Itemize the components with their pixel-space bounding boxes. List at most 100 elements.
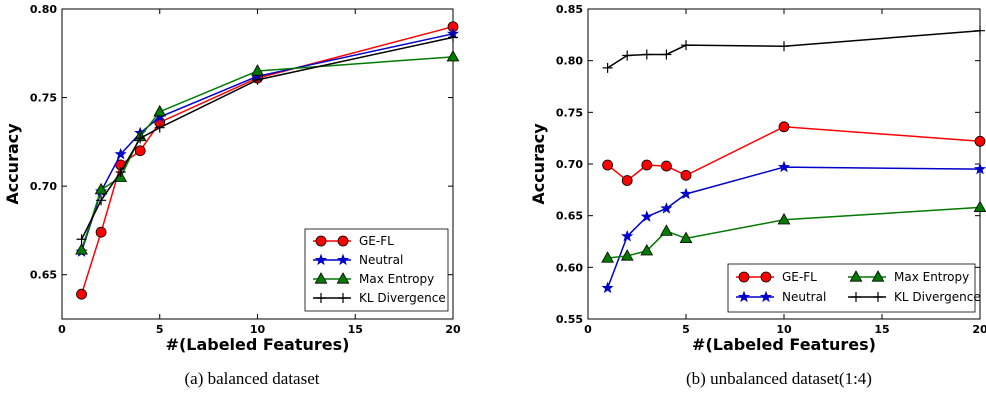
data-point-max-entropy: [660, 224, 673, 236]
x-tick-label: 0: [58, 323, 66, 336]
data-point-kl-divergence: [681, 40, 691, 51]
x-tick-label: 5: [156, 323, 164, 336]
series-kl-divergence: [602, 25, 985, 73]
data-point-kl-divergence: [96, 195, 107, 206]
series-line-kl-divergence: [607, 29, 981, 69]
legend-box: [727, 263, 976, 313]
data-point-neutral: [660, 202, 673, 214]
y-tick-label: 0.65: [556, 210, 583, 223]
data-point-ge-fl: [134, 145, 146, 157]
data-point-max-entropy: [75, 243, 88, 255]
y-tick-label: 0.80: [556, 55, 583, 68]
series-neutral: [75, 27, 460, 257]
y-tick-label: 0.70: [556, 158, 583, 171]
legend-marker: [760, 271, 772, 283]
data-point-kl-divergence: [975, 25, 985, 36]
data-point-neutral: [640, 210, 653, 222]
data-point-ge-fl: [778, 121, 790, 133]
legend-label: Neutral: [359, 253, 403, 267]
data-point-kl-divergence: [115, 166, 126, 177]
chart-unbalanced: 0 5 10 15 20 0.55 0.60 0.65 0.70 0.75 0.80 0.85 #(La…: [529, 3, 986, 388]
x-tick-label: 20: [445, 323, 461, 336]
caption: (a) balanced dataset: [185, 369, 320, 388]
x-tick-label: 5: [682, 323, 690, 336]
data-point-max-entropy: [94, 182, 108, 195]
data-point-neutral: [973, 162, 986, 175]
y-axis-label: Accuracy: [3, 123, 22, 205]
chart-balanced: 0 5 10 15 20 0.65 0.70 0.75 0.80 #(Labeled Featur…: [3, 3, 461, 388]
series-line-ge-fl: [607, 126, 981, 182]
data-point-max-entropy: [446, 50, 460, 62]
data-point-neutral: [621, 229, 634, 242]
legend-marker: [871, 270, 885, 282]
data-point-ge-fl: [76, 288, 87, 300]
x-tick-label: 15: [348, 323, 363, 336]
series-max-entropy: [75, 50, 460, 255]
legend-marker: [737, 290, 751, 303]
data-point-kl-divergence: [448, 32, 458, 43]
series-max-entropy: [601, 200, 986, 263]
data-point-max-entropy: [777, 212, 791, 225]
data-point-kl-divergence: [252, 74, 263, 85]
data-point-kl-divergence: [779, 41, 789, 52]
data-point-ge-fl: [621, 175, 633, 186]
legend-marker: [738, 271, 750, 283]
x-tick-label: 20: [972, 323, 986, 336]
x-tick-label: 15: [874, 323, 889, 336]
legend-marker: [759, 290, 773, 303]
data-point-kl-divergence: [76, 234, 87, 245]
data-point-kl-divergence: [135, 133, 146, 144]
legend-marker: [336, 272, 350, 284]
legend-marker: [337, 235, 349, 247]
legend-label: Max Entropy: [894, 270, 969, 284]
data-point-neutral: [777, 160, 791, 173]
data-point-kl-divergence: [622, 50, 633, 61]
data-point-max-entropy: [679, 231, 693, 244]
x-axis-label: #(Labeled Features): [692, 335, 876, 354]
data-point-kl-divergence: [154, 122, 165, 133]
data-point-max-entropy: [973, 200, 986, 213]
data-point-ge-fl: [95, 226, 107, 238]
data-point-ge-fl: [680, 169, 692, 181]
y-tick-label: 0.75: [556, 106, 583, 119]
data-point-kl-divergence: [661, 49, 672, 60]
series-kl-divergence: [76, 32, 458, 245]
legend-marker: [851, 292, 861, 302]
legend-marker: [314, 253, 328, 266]
data-point-kl-divergence: [602, 62, 613, 73]
y-tick-label: 0.70: [30, 180, 57, 193]
legend-label: Max Entropy: [359, 272, 434, 286]
legend-label: KL Divergence: [359, 291, 446, 305]
y-tick-label: 0.65: [30, 269, 57, 282]
x-axis-label: #(Labeled Features): [166, 335, 350, 354]
y-tick-label: 0.55: [556, 313, 583, 326]
data-point-max-entropy: [601, 251, 614, 263]
series-neutral: [601, 160, 986, 294]
legend-marker: [314, 272, 328, 284]
legend-marker: [336, 253, 350, 266]
data-point-max-entropy: [153, 104, 167, 117]
data-point-neutral: [679, 187, 693, 200]
legend-marker: [338, 293, 348, 303]
legend: GE-FL Neutral Max Entropy KL Divergence: [304, 228, 449, 312]
x-tick-label: 10: [776, 323, 792, 336]
data-point-ge-fl: [661, 160, 672, 172]
legend: GE-FL Neutral Max Entropy KL Divergence: [727, 263, 981, 313]
legend-label: Neutral: [782, 290, 826, 304]
data-point-ge-fl: [641, 159, 653, 171]
legend-label: GE-FL: [359, 234, 394, 248]
series-ge-fl: [602, 121, 986, 186]
legend-marker: [849, 270, 863, 282]
data-point-ge-fl: [974, 135, 986, 147]
data-point-kl-divergence: [641, 49, 652, 60]
y-tick-label: 0.75: [30, 92, 57, 105]
data-point-max-entropy: [640, 243, 654, 256]
caption: (b) unbalanced dataset(1:4): [686, 369, 872, 388]
y-axis-label: Accuracy: [529, 123, 548, 205]
legend-label: KL Divergence: [894, 290, 981, 304]
y-tick-label: 0.80: [30, 3, 57, 16]
legend-marker: [873, 292, 883, 302]
data-point-neutral: [114, 147, 127, 160]
legend-marker: [315, 235, 327, 247]
